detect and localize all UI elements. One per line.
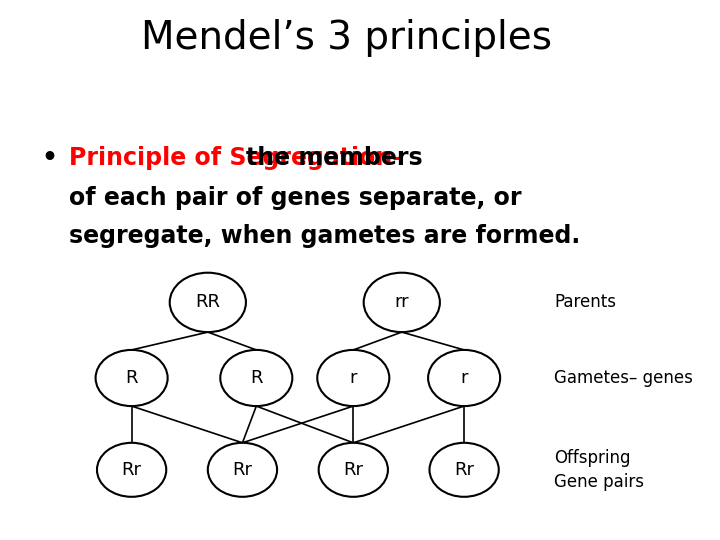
Text: the members: the members [246, 146, 423, 170]
Text: R: R [250, 369, 263, 387]
Circle shape [428, 350, 500, 406]
Circle shape [96, 350, 168, 406]
Text: Mendel’s 3 principles: Mendel’s 3 principles [141, 19, 552, 57]
Text: rr: rr [395, 293, 409, 312]
Text: Rr: Rr [454, 461, 474, 479]
Text: Parents: Parents [554, 293, 616, 312]
Text: Offspring
Gene pairs: Offspring Gene pairs [554, 449, 644, 491]
Circle shape [319, 443, 388, 497]
Circle shape [430, 443, 499, 497]
Circle shape [97, 443, 166, 497]
Text: R: R [125, 369, 138, 387]
Circle shape [208, 443, 277, 497]
Circle shape [220, 350, 292, 406]
Text: •: • [42, 146, 58, 170]
Text: r: r [349, 369, 357, 387]
Text: Rr: Rr [233, 461, 253, 479]
Circle shape [318, 350, 390, 406]
Text: Rr: Rr [122, 461, 142, 479]
Text: Rr: Rr [343, 461, 364, 479]
Text: of each pair of genes separate, or: of each pair of genes separate, or [69, 186, 522, 210]
Text: RR: RR [195, 293, 220, 312]
Text: segregate, when gametes are formed.: segregate, when gametes are formed. [69, 224, 580, 248]
Text: r: r [460, 369, 468, 387]
Text: Gametes– genes: Gametes– genes [554, 369, 693, 387]
Circle shape [170, 273, 246, 332]
Text: Principle of Segregation-: Principle of Segregation- [69, 146, 410, 170]
Circle shape [364, 273, 440, 332]
